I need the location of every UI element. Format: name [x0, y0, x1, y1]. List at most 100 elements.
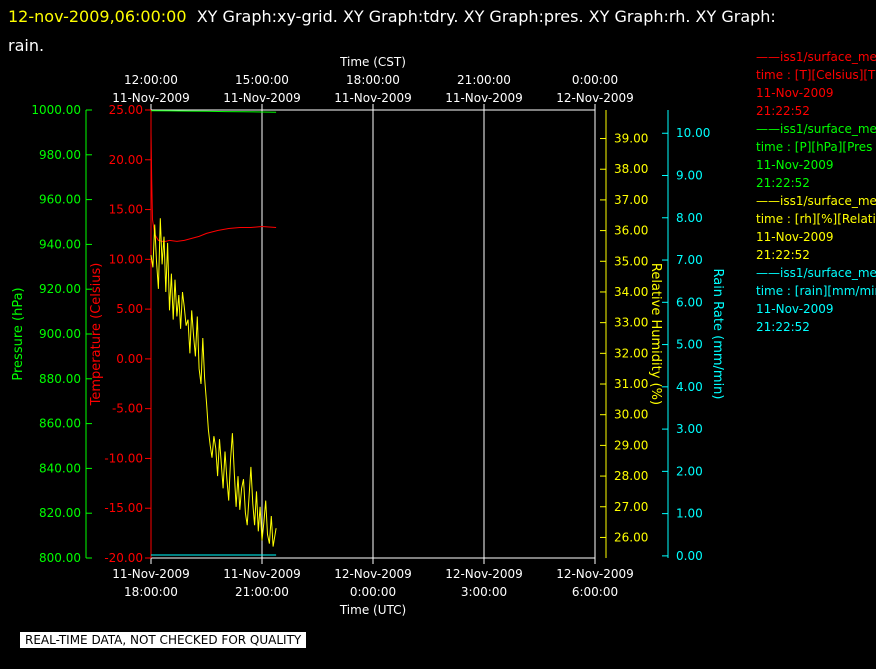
legend-name: ——iss1/surface_me	[756, 266, 876, 280]
bottom-tick-date: 12-Nov-2009	[445, 567, 523, 581]
top-tick-date: 11-Nov-2009	[112, 91, 190, 105]
bottom-tick-date: 12-Nov-2009	[334, 567, 412, 581]
tick-label: 38.00	[614, 162, 648, 176]
legend-var: time : [T][Celsius][T	[756, 68, 876, 82]
legend-time: 21:22:52	[756, 248, 810, 262]
tick-label: 37.00	[614, 193, 648, 207]
top-tick-time: 15:00:00	[235, 73, 289, 87]
tick-label: 860.00	[39, 417, 81, 431]
legend-name: ——iss1/surface_me	[756, 122, 876, 136]
legend-var: time : [rh][%][Relati	[756, 212, 876, 226]
tick-label: 820.00	[39, 506, 81, 520]
tick-label: 15.00	[109, 203, 143, 217]
legend-name: ——iss1/surface_me	[756, 50, 876, 64]
tick-label: 800.00	[39, 551, 81, 565]
top-tick-time: 21:00:00	[457, 73, 511, 87]
tick-label: 900.00	[39, 327, 81, 341]
tick-label: 9.00	[676, 169, 703, 183]
tick-label: 29.00	[614, 438, 648, 452]
series-line-P	[150, 110, 277, 113]
tick-label: 31.00	[614, 377, 648, 391]
bottom-tick-time: 18:00:00	[124, 585, 178, 599]
series-line-T	[150, 131, 277, 242]
tick-label: -15.00	[104, 501, 143, 515]
tick-label: 25.00	[109, 103, 143, 117]
bottom-tick-date: 12-Nov-2009	[556, 567, 634, 581]
tick-label: 7.00	[676, 253, 703, 267]
quality-notice: REAL-TIME DATA, NOT CHECKED FOR QUALITY	[20, 632, 307, 648]
tick-label: 840.00	[39, 461, 81, 475]
bottom-tick-time: 3:00:00	[461, 585, 507, 599]
tick-label: 39.00	[614, 132, 648, 146]
axis-title: Relative Humidity (%)	[648, 263, 663, 405]
legend-date: 11-Nov-2009	[756, 158, 834, 172]
tick-label: 35.00	[614, 254, 648, 268]
top-tick-time: 0:00:00	[572, 73, 618, 87]
header-titles-line2: rain.	[8, 36, 45, 55]
tick-label: -20.00	[104, 551, 143, 565]
tick-label: 920.00	[39, 282, 81, 296]
tick-label: 1.00	[676, 507, 703, 521]
tick-label: 36.00	[614, 224, 648, 238]
legend-name: ——iss1/surface_me	[756, 194, 876, 208]
tick-label: 2.00	[676, 464, 703, 478]
tick-label: 20.00	[109, 153, 143, 167]
bottom-axis-title: Time (UTC)	[339, 603, 406, 617]
tick-label: 27.00	[614, 500, 648, 514]
legend-time: 21:22:52	[756, 320, 810, 334]
legend-var: time : [rain][mm/mir	[756, 284, 876, 298]
tick-label: -5.00	[112, 402, 143, 416]
header-timestamp: 12-nov-2009,06:00:00	[8, 7, 187, 26]
tick-label: 28.00	[614, 469, 648, 483]
tick-label: 960.00	[39, 193, 81, 207]
legend-time: 21:22:52	[756, 104, 810, 118]
tick-label: 30.00	[614, 408, 648, 422]
top-tick-date: 11-Nov-2009	[223, 91, 301, 105]
tick-label: 10.00	[109, 252, 143, 266]
tick-label: 0.00	[676, 549, 703, 563]
axis-title: Pressure (hPa)	[11, 287, 26, 380]
top-tick-date: 11-Nov-2009	[334, 91, 412, 105]
bottom-tick-date: 11-Nov-2009	[112, 567, 190, 581]
legend-date: 11-Nov-2009	[756, 86, 834, 100]
axis-title: Rain Rate (mm/min)	[710, 268, 725, 399]
tick-label: 5.00	[116, 302, 143, 316]
tick-label: 5.00	[676, 338, 703, 352]
top-tick-time: 18:00:00	[346, 73, 400, 87]
tick-label: 0.00	[116, 352, 143, 366]
bottom-tick-time: 0:00:00	[350, 585, 396, 599]
top-tick-time: 12:00:00	[124, 73, 178, 87]
bottom-tick-date: 11-Nov-2009	[223, 567, 301, 581]
tick-label: -10.00	[104, 451, 143, 465]
legend-date: 11-Nov-2009	[756, 302, 834, 316]
header: 12-nov-2009,06:00:00 XY Graph:xy-grid. X…	[8, 2, 868, 60]
tick-label: 33.00	[614, 316, 648, 330]
top-tick-date: 12-Nov-2009	[556, 91, 634, 105]
tick-label: 4.00	[676, 380, 703, 394]
series-line-rh	[150, 218, 277, 547]
tick-label: 980.00	[39, 148, 81, 162]
tick-label: 8.00	[676, 211, 703, 225]
top-tick-date: 11-Nov-2009	[445, 91, 523, 105]
legend-date: 11-Nov-2009	[756, 230, 834, 244]
legend-time: 21:22:52	[756, 176, 810, 190]
tick-label: 10.00	[676, 126, 710, 140]
tick-label: 32.00	[614, 346, 648, 360]
header-titles: XY Graph:xy-grid. XY Graph:tdry. XY Grap…	[196, 7, 776, 26]
tick-label: 6.00	[676, 295, 703, 309]
legend-var: time : [P][hPa][Pres	[756, 140, 873, 154]
tick-label: 34.00	[614, 285, 648, 299]
axis-title: Temperature (Celsius)	[89, 263, 104, 407]
tick-label: 3.00	[676, 422, 703, 436]
tick-label: 940.00	[39, 237, 81, 251]
bottom-tick-time: 21:00:00	[235, 585, 289, 599]
tick-label: 880.00	[39, 372, 81, 386]
top-axis-title: Time (CST)	[339, 55, 406, 69]
tick-label: 26.00	[614, 530, 648, 544]
bottom-tick-time: 6:00:00	[572, 585, 618, 599]
